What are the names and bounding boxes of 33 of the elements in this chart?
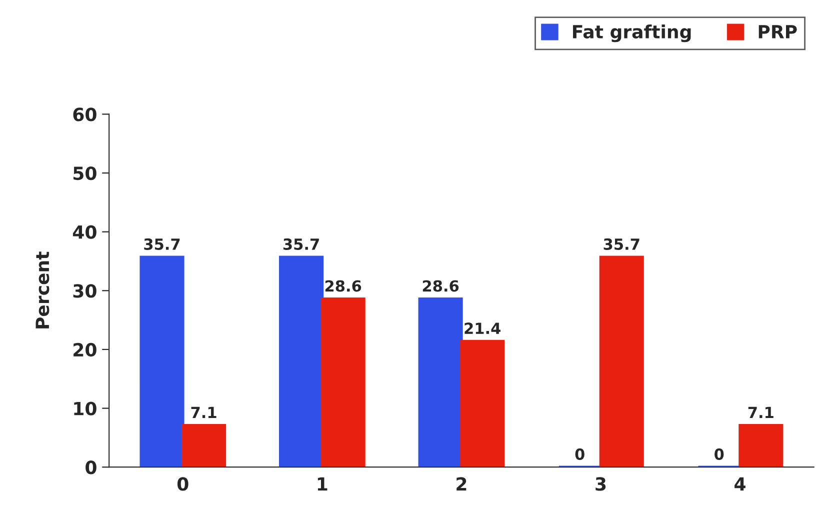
x-tick-label: 1: [318, 477, 328, 491]
bar: [182, 424, 226, 468]
y-axis-title: Percent: [36, 252, 50, 328]
y-tick-label: 50: [74, 166, 96, 180]
legend-label: PRP: [758, 25, 797, 38]
data-label: 35.7: [144, 238, 180, 250]
bar: [418, 297, 463, 468]
bar: [278, 256, 324, 468]
data-label: 0: [575, 448, 584, 460]
data-label: 21.4: [464, 322, 500, 334]
y-tick-label: 30: [73, 284, 96, 298]
data-label: 28.6: [422, 280, 459, 292]
legend-label: Fat grafting: [573, 24, 691, 42]
x-tick-label: 2: [456, 477, 466, 491]
bar: [599, 256, 644, 468]
data-label: 0: [714, 448, 724, 460]
bar: [738, 424, 784, 468]
y-tick-label: 0: [86, 460, 96, 474]
x-tick-label: 4: [734, 477, 746, 491]
x-tick-label: 3: [596, 477, 606, 491]
bar: [320, 297, 366, 468]
data-label: 7.1: [748, 406, 774, 418]
data-label: 28.6: [325, 280, 362, 292]
y-tick-label: 60: [73, 108, 96, 122]
y-tick-label: 10: [74, 402, 96, 416]
y-tick-label: 40: [72, 225, 96, 239]
data-label: 35.7: [604, 238, 640, 250]
bar: [460, 340, 505, 468]
x-tick-label: 0: [177, 477, 188, 491]
y-tick-label: 20: [74, 342, 96, 357]
data-label: 35.7: [283, 238, 319, 250]
bar: [140, 256, 184, 468]
data-label: 7.1: [191, 406, 216, 418]
